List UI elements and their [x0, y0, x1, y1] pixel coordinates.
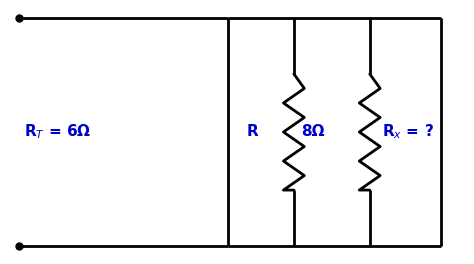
- Text: R: R: [246, 125, 258, 139]
- Text: R$_x$ = ?: R$_x$ = ?: [382, 123, 434, 141]
- Text: R$_T$ = 6Ω: R$_T$ = 6Ω: [24, 123, 91, 141]
- Text: 8Ω: 8Ω: [301, 125, 325, 139]
